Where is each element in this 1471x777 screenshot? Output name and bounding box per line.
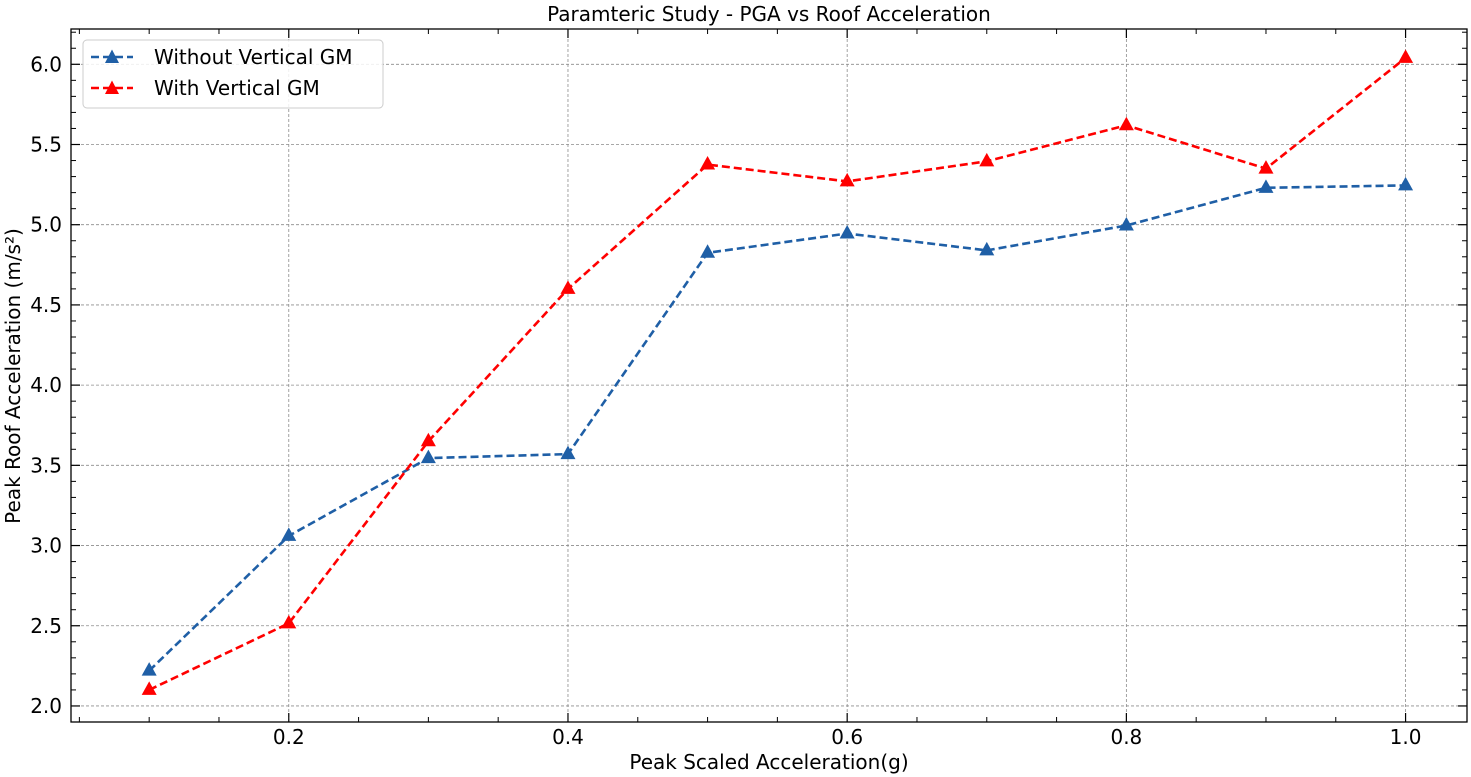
series-with-vertical-gm — [141, 49, 1414, 695]
series-line-without-vertical-gm — [148, 184, 1406, 672]
x-tick-label-4: 1.0 — [1390, 725, 1422, 749]
x-tick-label-0: 0.2 — [273, 725, 305, 749]
legend-entry-with-vertical-gm: With Vertical GM — [91, 76, 320, 100]
point-without-vertical-gm-9 — [1398, 176, 1414, 191]
point-with-vertical-gm-2 — [420, 432, 436, 447]
x-tick-labels: 0.2 0.4 0.6 0.8 1.0 — [273, 725, 1422, 749]
point-with-vertical-gm-3 — [560, 280, 576, 294]
y-tick-label-7: 5.5 — [30, 133, 62, 157]
point-with-vertical-gm-7 — [1118, 116, 1134, 131]
y-tick-label-3: 3.5 — [30, 453, 62, 477]
point-with-vertical-gm-5 — [839, 172, 855, 187]
x-tick-label-2: 0.6 — [831, 725, 863, 749]
legend-marker-with-vertical-gm — [105, 80, 119, 94]
point-without-vertical-gm-0 — [141, 662, 157, 676]
point-without-vertical-gm-7 — [1118, 217, 1134, 231]
y-tick-label-6: 5.0 — [30, 213, 62, 237]
grid-lines — [71, 29, 1467, 722]
y-axis-label: Peak Roof Acceleration (m/s²) — [1, 228, 25, 524]
x-axis-label: Peak Scaled Acceleration(g) — [629, 750, 908, 774]
x-tick-label-3: 0.8 — [1110, 725, 1142, 749]
legend-marker-without-vertical-gm — [105, 49, 119, 63]
y-tick-labels: 2.0 2.5 3.0 3.5 4.0 4.5 5.0 5.5 6.0 — [30, 52, 62, 718]
y-tick-label-5: 4.5 — [30, 293, 62, 317]
point-with-vertical-gm-9 — [1398, 49, 1414, 63]
chart-title: Paramteric Study - PGA vs Roof Accelerat… — [547, 2, 991, 26]
x-tick-label-1: 0.4 — [552, 725, 584, 749]
legend-label-without-vertical-gm: Without Vertical GM — [154, 45, 353, 69]
series-without-vertical-gm — [141, 176, 1414, 676]
point-with-vertical-gm-0 — [141, 681, 157, 695]
point-without-vertical-gm-8 — [1258, 179, 1274, 193]
point-without-vertical-gm-1 — [281, 527, 297, 541]
point-with-vertical-gm-4 — [700, 156, 716, 170]
series-line-with-vertical-gm — [148, 56, 1407, 692]
legend: Without Vertical GM With Vertical GM — [82, 39, 384, 109]
series-layer — [141, 49, 1414, 695]
legend-label-with-vertical-gm: With Vertical GM — [154, 76, 320, 100]
legend-entry-without-vertical-gm: Without Vertical GM — [91, 45, 353, 69]
point-with-vertical-gm-8 — [1258, 160, 1274, 174]
legend-box — [82, 39, 384, 109]
y-tick-label-1: 2.5 — [30, 614, 62, 638]
point-without-vertical-gm-5 — [839, 225, 855, 239]
point-without-vertical-gm-3 — [560, 445, 576, 460]
y-tick-label-2: 3.0 — [30, 534, 62, 558]
point-without-vertical-gm-2 — [420, 449, 436, 464]
point-with-vertical-gm-1 — [281, 614, 297, 629]
y-tick-label-8: 6.0 — [30, 52, 62, 76]
point-with-vertical-gm-6 — [979, 152, 995, 167]
y-tick-label-0: 2.0 — [30, 694, 62, 718]
y-tick-label-4: 4.0 — [30, 373, 62, 397]
tick-marks — [71, 29, 1467, 723]
plot-frame — [70, 28, 1468, 723]
point-without-vertical-gm-6 — [979, 241, 995, 256]
point-without-vertical-gm-4 — [700, 244, 716, 258]
